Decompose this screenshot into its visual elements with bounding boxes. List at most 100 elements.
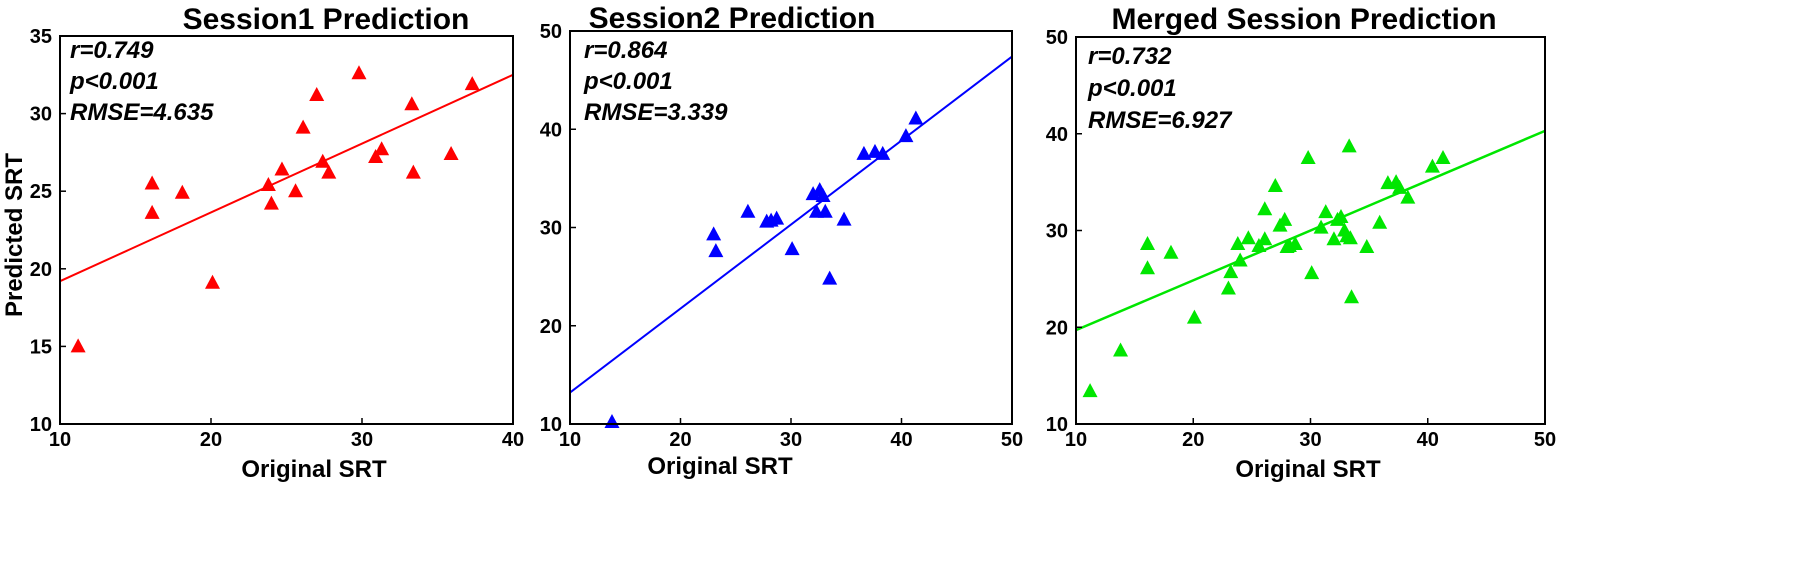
data-point bbox=[144, 204, 160, 219]
data-point bbox=[464, 76, 480, 91]
data-point bbox=[321, 164, 337, 179]
x-tick-label: 10 bbox=[559, 429, 581, 451]
data-point bbox=[274, 161, 290, 176]
y-tick-label: 10 bbox=[540, 414, 562, 436]
data-point bbox=[817, 203, 833, 218]
data-point bbox=[309, 86, 325, 101]
y-tick-label: 20 bbox=[1046, 317, 1068, 339]
panel-1-xlabel: Original SRT bbox=[241, 456, 387, 483]
x-tick-label: 50 bbox=[1534, 429, 1556, 451]
x-tick-label: 30 bbox=[351, 429, 373, 451]
data-point bbox=[351, 65, 367, 80]
data-point bbox=[1400, 189, 1416, 204]
y-tick-label: 40 bbox=[540, 119, 562, 141]
y-tick-label: 15 bbox=[30, 336, 52, 358]
data-point bbox=[1230, 236, 1246, 251]
y-tick-label: 20 bbox=[540, 316, 562, 338]
data-point bbox=[784, 241, 800, 256]
panel-session2: Session2 Prediction 10 20 30 40 50 10 20 30 40 50… bbox=[540, 2, 1023, 480]
x-tick-label: 50 bbox=[1001, 429, 1023, 451]
panel-1-ticks: 10 20 30 40 10 15 20 25 30 35 bbox=[30, 26, 524, 451]
y-tick-label: 40 bbox=[1046, 124, 1068, 146]
data-point bbox=[1186, 309, 1202, 324]
panel-1-stat-r: r=0.749 bbox=[70, 37, 154, 64]
data-point bbox=[404, 96, 420, 111]
data-point bbox=[1140, 236, 1156, 251]
panel-2-xlabel: Original SRT bbox=[647, 453, 793, 480]
data-point bbox=[1372, 214, 1388, 229]
x-tick-label: 20 bbox=[200, 429, 222, 451]
panel-1-fit-line bbox=[59, 73, 514, 283]
data-point bbox=[1257, 231, 1273, 246]
panel-2-ticks: 10 20 30 40 50 10 20 30 40 50 bbox=[540, 21, 1023, 451]
data-point bbox=[1267, 177, 1283, 192]
y-tick-label: 30 bbox=[1046, 221, 1068, 243]
y-tick-label: 35 bbox=[30, 26, 52, 48]
data-point bbox=[1359, 238, 1375, 253]
panel-2-points bbox=[604, 110, 924, 429]
data-point bbox=[908, 110, 924, 125]
panel-2-stat-r: r=0.864 bbox=[584, 37, 667, 64]
data-point bbox=[1287, 236, 1303, 251]
panel-1-stat-rmse: RMSE=4.635 bbox=[70, 99, 214, 126]
panel-3-ticks: 10 20 30 40 50 10 20 30 40 50 bbox=[1046, 27, 1556, 451]
x-tick-label: 40 bbox=[1417, 429, 1439, 451]
data-point bbox=[1257, 201, 1273, 216]
x-tick-label: 40 bbox=[890, 429, 912, 451]
data-point bbox=[1435, 149, 1451, 164]
data-point bbox=[1341, 138, 1357, 153]
data-point bbox=[144, 175, 160, 190]
data-point bbox=[1220, 280, 1236, 295]
panel-1-frame bbox=[59, 35, 514, 425]
y-tick-label: 20 bbox=[30, 259, 52, 281]
data-point bbox=[1113, 342, 1129, 357]
data-point bbox=[1140, 260, 1156, 275]
data-point bbox=[836, 211, 852, 226]
data-point bbox=[1082, 383, 1098, 398]
x-tick-label: 30 bbox=[780, 429, 802, 451]
panel-2-fit-line bbox=[569, 55, 1013, 394]
panel-3-stat-rmse: RMSE=6.927 bbox=[1088, 107, 1233, 134]
x-tick-label: 40 bbox=[502, 429, 524, 451]
panel-1-ylabel: Predicted SRT bbox=[1, 153, 28, 317]
data-point bbox=[1326, 231, 1342, 246]
x-tick-label: 10 bbox=[49, 429, 71, 451]
data-point bbox=[368, 149, 384, 164]
data-point bbox=[263, 195, 279, 210]
data-point bbox=[1163, 244, 1179, 259]
data-point bbox=[205, 274, 221, 289]
y-tick-label: 50 bbox=[540, 21, 562, 43]
data-point bbox=[769, 210, 785, 225]
data-point bbox=[288, 183, 304, 198]
data-point bbox=[70, 338, 86, 353]
panel-2-stat-rmse: RMSE=3.339 bbox=[584, 99, 728, 126]
data-point bbox=[708, 243, 724, 258]
y-tick-label: 50 bbox=[1046, 27, 1068, 49]
panel-3-points bbox=[1082, 138, 1451, 398]
panel-3-fit-line bbox=[1075, 129, 1546, 332]
data-point bbox=[1300, 149, 1316, 164]
x-tick-label: 20 bbox=[669, 429, 691, 451]
data-point bbox=[898, 128, 914, 143]
panel-1-stat-p: p<0.001 bbox=[69, 68, 159, 95]
panel-3-stat-r: r=0.732 bbox=[1088, 43, 1172, 70]
data-point bbox=[822, 270, 838, 285]
data-point bbox=[875, 145, 891, 160]
data-point bbox=[740, 203, 756, 218]
data-point bbox=[1318, 204, 1334, 219]
panel-session1: Session1 Prediction 10 20 30 40 10 15 20 25 30 35… bbox=[1, 3, 524, 483]
data-point bbox=[443, 145, 459, 160]
data-point bbox=[805, 186, 821, 201]
data-point bbox=[856, 145, 872, 160]
data-point bbox=[706, 226, 722, 241]
data-point bbox=[374, 141, 390, 156]
x-tick-label: 30 bbox=[1299, 429, 1321, 451]
data-point bbox=[1223, 264, 1239, 279]
data-point bbox=[174, 184, 190, 199]
data-point bbox=[1240, 230, 1256, 245]
panel-merged: Merged Session Prediction 10 20 30 40 50 10 20… bbox=[1046, 3, 1556, 483]
y-tick-label: 10 bbox=[1046, 414, 1068, 436]
data-point bbox=[604, 414, 620, 429]
data-point bbox=[1344, 289, 1360, 304]
